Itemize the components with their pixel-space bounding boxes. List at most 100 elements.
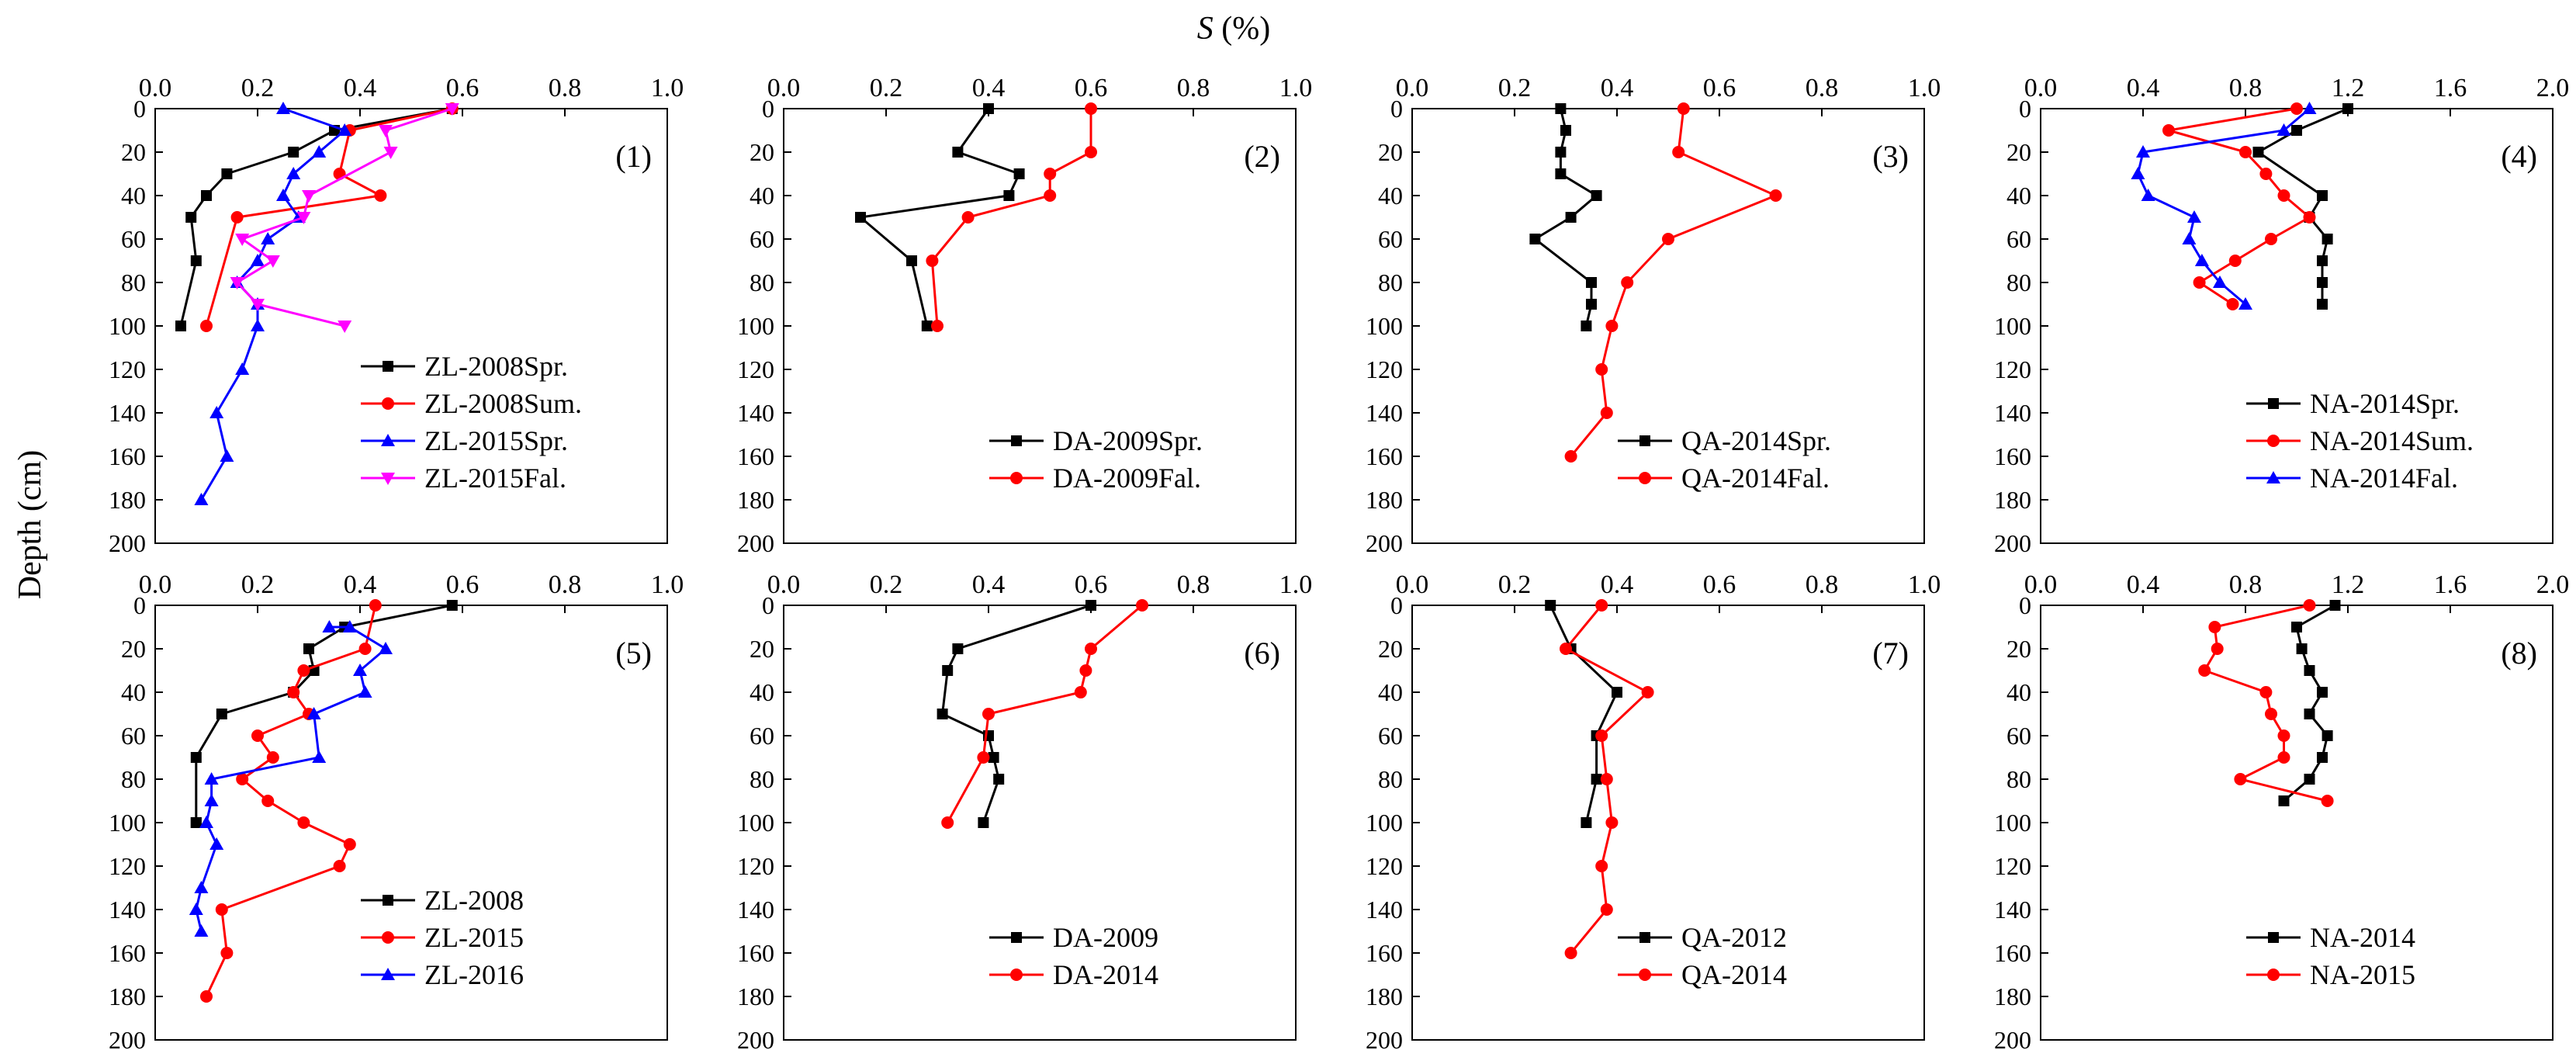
series-QA-2012	[1545, 600, 1622, 828]
x-axis-title-symbol: S	[1197, 11, 1214, 47]
data-point	[1600, 903, 1613, 916]
data-point	[952, 147, 964, 158]
y-tick-label: 20	[750, 635, 774, 663]
series-ZL-2008Spr.	[175, 103, 458, 331]
y-tick-label: 40	[121, 182, 146, 210]
x-tick-label: 0.0	[139, 74, 172, 102]
data-point	[276, 189, 290, 201]
data-point	[209, 406, 224, 418]
y-tick-label: 60	[1378, 225, 1403, 253]
data-point	[190, 255, 202, 266]
x-tick-label: 1.0	[1908, 74, 1941, 102]
series-DA-2014	[941, 599, 1148, 829]
y-tick-label: 180	[1366, 982, 1403, 1010]
legend-label: ZL-2008Sum.	[424, 388, 582, 419]
y-tick-label: 160	[1994, 939, 2031, 967]
data-point	[2259, 168, 2273, 180]
data-point	[251, 299, 265, 311]
data-point	[2303, 599, 2316, 612]
y-tick-label: 100	[1994, 809, 2031, 837]
panel-1: 0.0 0.2 0.4 0.6 0.8 1.0 0 20 40 60 80 100 120 140 160 1…	[109, 74, 684, 557]
y-tick-label: 80	[750, 269, 774, 296]
x-tick-label: 0.6	[446, 570, 480, 599]
data-point	[2322, 234, 2333, 244]
data-point	[906, 255, 917, 266]
y-tick-label: 60	[2006, 225, 2031, 253]
data-point	[353, 664, 367, 676]
data-point	[2317, 752, 2328, 763]
data-point	[2277, 189, 2290, 202]
data-point	[1595, 363, 1608, 376]
panel-label: (4)	[2501, 139, 2537, 174]
y-tick-label: 0	[2019, 95, 2031, 123]
y-tick-label: 80	[2006, 269, 2031, 296]
data-point	[190, 752, 202, 763]
data-point	[1565, 212, 1577, 223]
legend-label: NA-2014Fal.	[2310, 463, 2458, 494]
x-tick-label: 2.0	[2536, 570, 2570, 599]
data-point	[2317, 255, 2328, 266]
y-tick-label: 180	[1366, 486, 1403, 514]
data-point	[2211, 643, 2224, 655]
data-point	[2162, 124, 2175, 137]
data-point	[1586, 299, 1597, 310]
data-point	[194, 493, 209, 505]
data-point	[982, 708, 995, 720]
y-tick-label: 40	[750, 678, 774, 706]
data-point	[1560, 125, 1571, 136]
panel-label: (5)	[615, 636, 652, 671]
legend-marker	[382, 397, 394, 410]
data-point	[2265, 233, 2277, 245]
data-point	[2194, 254, 2209, 266]
legend-marker	[2268, 932, 2279, 943]
x-tick-label: 0.0	[1396, 570, 1429, 599]
data-point	[2304, 665, 2315, 676]
x-tick-label: 0.2	[870, 570, 903, 599]
x-tick-label: 0.6	[1075, 570, 1108, 599]
data-point	[266, 751, 279, 764]
data-point	[2193, 276, 2206, 289]
series-DA-2009	[937, 600, 1096, 828]
y-tick-label: 160	[737, 442, 774, 470]
data-point	[2342, 103, 2353, 114]
y-tick-label: 60	[2006, 722, 2031, 750]
legend-marker	[381, 434, 395, 446]
data-point	[926, 255, 939, 267]
y-tick-label: 40	[2006, 678, 2031, 706]
y-tick-label: 140	[109, 896, 146, 924]
legend-label: DA-2009Spr.	[1053, 425, 1203, 456]
data-point	[276, 102, 290, 114]
y-tick-label: 180	[109, 486, 146, 514]
data-point	[297, 664, 310, 677]
data-point	[1003, 190, 1015, 201]
y-tick-label: 80	[2006, 765, 2031, 793]
x-tick-label: 0.6	[1703, 74, 1736, 102]
x-tick-label: 0.4	[972, 570, 1006, 599]
x-tick-label: 0.6	[1075, 74, 1108, 102]
y-tick-label: 60	[750, 722, 774, 750]
y-tick-label: 0	[1390, 591, 1403, 619]
series-ZL-2016	[189, 620, 393, 937]
data-point	[1136, 599, 1148, 612]
data-point	[1085, 102, 1097, 115]
y-tick-label: 140	[1994, 896, 2031, 924]
series-line	[205, 107, 453, 327]
x-tick-label: 0.6	[1703, 570, 1736, 599]
data-point	[2317, 687, 2328, 698]
data-point	[190, 817, 202, 828]
data-point	[383, 147, 398, 159]
legend-label: ZL-2016	[424, 959, 524, 990]
series-line	[946, 604, 1143, 823]
data-point	[1581, 817, 1592, 828]
legend-label: ZL-2008Spr.	[424, 351, 568, 382]
data-point	[200, 320, 213, 332]
data-point	[204, 794, 219, 806]
y-tick-label: 100	[737, 809, 774, 837]
y-tick-label: 200	[109, 1026, 146, 1050]
legend-marker	[1639, 472, 1651, 484]
y-tick-label: 0	[1390, 95, 1403, 123]
data-point	[2252, 147, 2264, 158]
data-point	[1641, 686, 1654, 698]
legend-marker	[1010, 472, 1023, 484]
legend-marker	[382, 931, 394, 944]
